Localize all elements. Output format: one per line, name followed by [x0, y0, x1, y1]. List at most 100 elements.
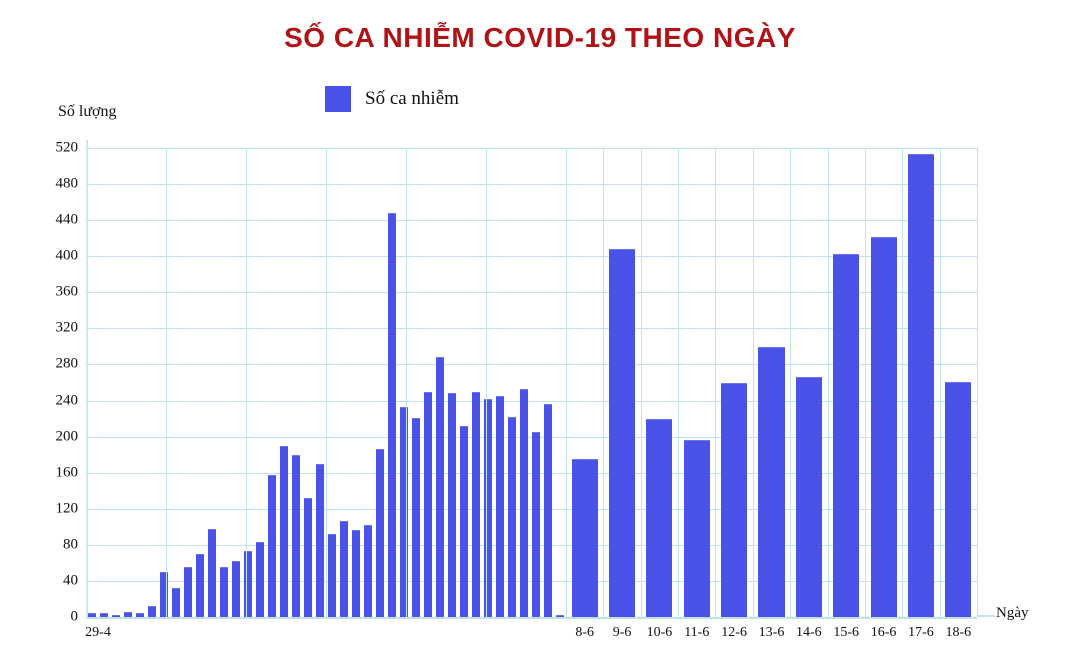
bar: [160, 571, 168, 617]
gridline-vertical: [827, 148, 829, 617]
plot-area: [86, 148, 978, 619]
bar: [484, 398, 492, 617]
gridline-vertical: [752, 148, 754, 617]
bar: [532, 432, 540, 617]
bar: [328, 534, 336, 617]
bar: [220, 567, 228, 617]
bar: [208, 528, 216, 617]
gridline-vertical: [864, 148, 866, 617]
gridline-vertical: [246, 148, 247, 617]
bar: [148, 606, 156, 617]
bar: [280, 445, 288, 617]
bar: [364, 525, 372, 617]
x-tick-label: 18-6: [945, 625, 972, 640]
gridline-horizontal: [86, 256, 977, 258]
gridline-horizontal: [86, 292, 977, 294]
legend-label-so-ca-nhiem: Số ca nhiễm: [365, 88, 459, 109]
y-tick-label: 200: [55, 428, 79, 445]
y-tick-label: 440: [55, 211, 79, 228]
gridline-horizontal: [86, 184, 977, 186]
x-tick-label: 11-6: [684, 625, 710, 640]
y-tick-label: 400: [55, 247, 79, 264]
bar: [400, 406, 408, 617]
bar: [436, 357, 444, 617]
gridline-vertical: [977, 148, 978, 617]
x-tick-label: 14-6: [796, 625, 822, 640]
chart-legend: Số ca nhiễm: [325, 86, 459, 112]
bar: [124, 611, 132, 617]
bar: [232, 561, 240, 617]
y-tick-label: 280: [55, 355, 79, 372]
bar: [460, 425, 468, 617]
y-axis-title: Số lượng: [58, 103, 117, 120]
bar: [256, 542, 264, 617]
gridline-horizontal: [86, 436, 977, 438]
gridline-vertical: [406, 148, 407, 617]
bar: [136, 613, 144, 617]
bar: [340, 520, 348, 617]
x-tick-label: 13-6: [758, 625, 785, 640]
y-tick-label: 0: [70, 608, 79, 625]
bar: [244, 551, 252, 617]
gridline-horizontal: [86, 364, 977, 366]
bar: [646, 418, 673, 617]
bar: [424, 392, 432, 617]
gridline-horizontal: [86, 617, 977, 619]
bar: [608, 249, 636, 617]
x-tick-label: 15-6: [833, 625, 860, 640]
gridline-vertical: [678, 148, 680, 617]
bar: [100, 612, 108, 617]
x-axis-extension: [977, 615, 995, 617]
gridline-horizontal: [86, 220, 977, 222]
gridline-vertical: [566, 148, 567, 617]
y-tick-label: 360: [55, 283, 79, 300]
legend-swatch-so-ca-nhiem: [325, 86, 351, 112]
y-tick-label: 160: [55, 464, 79, 481]
x-axis-title: Ngày: [996, 605, 1029, 621]
y-tick-label: 240: [55, 392, 79, 409]
bar: [556, 615, 564, 617]
bar: [388, 212, 396, 617]
gridline-horizontal: [86, 148, 977, 149]
gridline-vertical: [790, 148, 792, 617]
bar: [683, 440, 710, 617]
bar: [508, 416, 516, 617]
bar: [758, 347, 785, 617]
gridline-vertical: [715, 148, 717, 617]
y-tick-label: 120: [55, 500, 79, 517]
bar: [870, 237, 897, 617]
y-tick-label: 480: [55, 175, 79, 192]
y-tick-label: 520: [55, 139, 79, 156]
gridline-vertical: [603, 148, 605, 617]
bar: [292, 454, 300, 617]
bar: [196, 553, 204, 617]
bar: [907, 154, 935, 617]
bar: [520, 388, 528, 617]
bar: [88, 613, 96, 617]
bar: [496, 396, 504, 617]
gridline-horizontal: [86, 328, 977, 330]
gridline-horizontal: [86, 508, 977, 510]
gridline-horizontal: [86, 400, 977, 402]
x-tick-label: 12-6: [721, 625, 747, 640]
gridline-horizontal: [86, 472, 977, 474]
y-tick-label: 40: [63, 572, 78, 589]
chart-title: SỐ CA NHIỄM COVID-19 THEO NGÀY: [284, 22, 796, 53]
bar: [448, 393, 456, 617]
bar: [352, 530, 360, 617]
x-tick-label: 9-6: [612, 625, 632, 640]
gridline-horizontal: [86, 580, 977, 582]
gridline-vertical: [166, 148, 167, 617]
bar: [472, 391, 480, 617]
bar: [833, 254, 860, 617]
gridline-vertical: [86, 148, 88, 617]
x-tick-label: 10-6: [646, 625, 673, 640]
bar: [172, 588, 180, 617]
bar: [184, 566, 192, 617]
y-tick-label: 320: [55, 319, 79, 336]
bar: [412, 417, 420, 617]
x-tick-label: 8-6: [575, 625, 595, 640]
bar: [316, 463, 324, 617]
gridline-vertical: [640, 148, 642, 617]
